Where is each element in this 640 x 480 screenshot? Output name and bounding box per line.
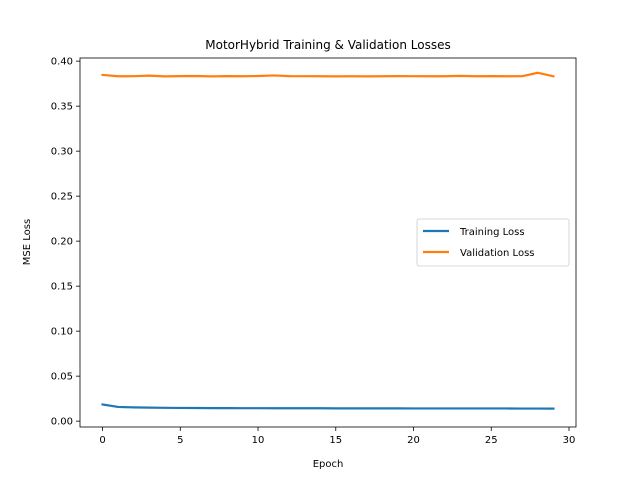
series-line-1: [101, 71, 555, 78]
y-tick-label: 0.10: [51, 327, 73, 338]
y-axis-label: MSE Loss: [22, 219, 33, 265]
y-tick-label: 0.30: [51, 147, 73, 158]
y-tick-label: 0.00: [51, 417, 73, 428]
y-tick-label: 0.05: [51, 372, 73, 383]
legend-box: [416, 218, 570, 267]
y-tick-label: 0.15: [51, 282, 73, 293]
plot-area: 0 5 10 15 20 25 30 0.00 0.05 0.10 0.15 0.20 0.25 0.30…: [51, 57, 577, 446]
x-tick-label: 0: [99, 435, 105, 446]
chart-title: MotorHybrid Training & Validation Losses: [205, 38, 450, 52]
y-tick-label: 0.35: [51, 102, 73, 113]
axes-frame: [79, 57, 577, 428]
x-tick-label: 10: [252, 435, 265, 446]
y-tick-label: 0.20: [51, 237, 73, 248]
y-tick-label: 0.25: [51, 192, 73, 203]
x-tick-label: 5: [177, 435, 183, 446]
x-tick-label: 20: [407, 435, 420, 446]
x-axis-label: Epoch: [313, 459, 344, 470]
x-tick-label: 25: [485, 435, 498, 446]
legend-label-0: Training Loss: [459, 227, 525, 238]
legend-label-1: Validation Loss: [460, 248, 535, 259]
legend: Training Loss Validation Loss: [416, 218, 570, 267]
x-tick-label: 30: [563, 435, 576, 446]
y-tick-label: 0.40: [51, 57, 73, 68]
x-tick-label: 15: [329, 435, 342, 446]
series-line-0: [101, 403, 555, 410]
